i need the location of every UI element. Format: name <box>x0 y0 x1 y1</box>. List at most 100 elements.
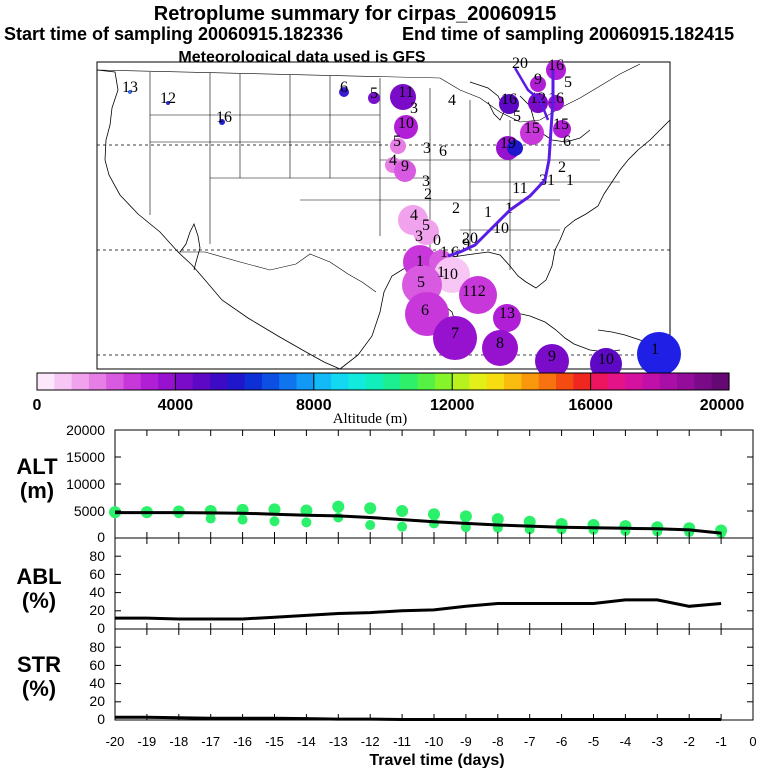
plume-marker <box>507 140 523 156</box>
colorbar-cell <box>348 373 367 390</box>
colorbar-cell <box>469 373 488 390</box>
plume-marker <box>590 348 622 380</box>
colorbar-cell <box>434 373 453 390</box>
plume-label: 6 <box>563 133 571 150</box>
main-title: Retroplume summary for cirpas_20060915 <box>154 3 556 25</box>
plume-label: 1 <box>566 172 574 189</box>
alt-panel: ALT (m) 20000 15000 10000 5000 0 <box>16 422 754 545</box>
map-frame <box>96 61 671 370</box>
x-tick-label: -11 <box>393 734 411 749</box>
plume-label: 16 <box>548 90 564 107</box>
plume-label: 10 <box>442 266 458 283</box>
colorbar-cell <box>538 373 557 390</box>
plume-markers <box>128 60 681 380</box>
plume-label: 8 <box>496 335 504 352</box>
colorbar-cell <box>486 373 505 390</box>
plume-label: 10 <box>598 351 614 368</box>
colorbar-cell <box>313 373 332 390</box>
alt-ytick-15000: 15000 <box>66 449 105 465</box>
plume-label: 16 <box>501 91 517 108</box>
colorbar-cell <box>88 373 107 390</box>
plume-label: 1 <box>505 200 513 217</box>
plume-label: 19 <box>500 135 516 152</box>
alt-cluster-point <box>300 504 313 517</box>
colorbar-cell <box>175 373 194 390</box>
colorbar-cell <box>279 373 298 390</box>
plume-label: 31 <box>539 172 555 189</box>
abl-ytick-0: 0 <box>97 620 105 636</box>
colorbar-cell <box>625 373 644 390</box>
abl-ytick-60: 60 <box>89 566 105 582</box>
panel-tickmarks <box>114 429 754 721</box>
plume-label: 3 <box>422 173 430 190</box>
plume-label: 5 <box>393 133 401 150</box>
plume-marker <box>459 276 497 314</box>
alt-cluster-point <box>365 520 376 531</box>
x-tick-label: -13 <box>329 734 348 749</box>
abl-series-line <box>115 598 722 621</box>
plume-label: 4 <box>448 92 456 109</box>
colorbar-cell <box>54 373 73 390</box>
end-time-label: End time of sampling 20060915.182415 <box>402 24 734 44</box>
plume-marker <box>433 316 477 360</box>
str-ytick-0: 0 <box>97 711 105 727</box>
plume-marker <box>637 332 681 376</box>
colorbar-tick-2: 8000 <box>296 397 332 414</box>
colorbar-cell <box>296 373 315 390</box>
plume-label: 2 <box>558 159 566 176</box>
colorbar-cell <box>331 373 349 390</box>
plume-label: 1 <box>484 204 492 221</box>
x-tick-label: -20 <box>106 734 125 749</box>
plume-marker <box>394 115 418 139</box>
colorbar-tick-0: 0 <box>33 397 42 414</box>
plume-marker <box>128 90 132 94</box>
plume-label: 6 <box>421 302 429 319</box>
plume-marker <box>339 87 349 97</box>
str-unit: (%) <box>22 676 56 701</box>
colorbar: 0 4000 8000 12000 16000 20000 Altitude (… <box>33 372 744 427</box>
plume-marker <box>546 60 566 80</box>
alt-ytick-20000: 20000 <box>66 422 105 438</box>
x-tick-label: -3 <box>652 734 664 749</box>
str-frame <box>114 628 754 721</box>
abl-unit: (%) <box>22 588 56 613</box>
plume-marker <box>394 160 416 182</box>
plume-label: 1 <box>651 341 659 358</box>
plume-marker <box>535 344 569 378</box>
x-tick-label: -6 <box>556 734 568 749</box>
x-tick-label: -16 <box>233 734 252 749</box>
plume-label: 3 <box>423 140 431 157</box>
x-tick-label: -1 <box>715 734 727 749</box>
abl-label: ABL <box>16 564 61 589</box>
x-tick-label: -18 <box>169 734 188 749</box>
colorbar-cell <box>227 373 246 390</box>
colorbar-cell <box>261 373 280 390</box>
plume-marker <box>493 304 521 332</box>
colorbar-cell <box>590 373 609 390</box>
plume-label: 11 <box>398 84 413 101</box>
plume-label: 4 <box>410 207 418 224</box>
alt-ytick-5000: 5000 <box>74 503 105 519</box>
alt-cluster-point <box>428 508 440 521</box>
plume-trajectory-main <box>447 70 555 258</box>
colorbar-cell <box>642 373 661 390</box>
plume-label: 6 <box>340 79 348 96</box>
colorbar-cell <box>556 373 574 390</box>
plume-marker <box>219 119 225 125</box>
plume-marker <box>530 76 546 92</box>
alt-cluster-point <box>364 502 377 515</box>
x-tick-label: -12 <box>361 734 380 749</box>
colorbar-cell <box>71 373 90 390</box>
start-time-label: Start time of sampling 20060915.182336 <box>4 24 343 44</box>
x-tick-label: 0 <box>749 734 756 749</box>
plume-label: 3 <box>410 100 418 117</box>
colorbar-cell <box>711 373 730 390</box>
plume-label: 11 <box>512 180 527 197</box>
plume-marker <box>166 101 170 105</box>
colorbar-cell <box>158 373 176 390</box>
alt-cluster-point <box>396 505 409 517</box>
plume-marker <box>368 92 380 104</box>
plume-label: 9 <box>462 236 470 253</box>
